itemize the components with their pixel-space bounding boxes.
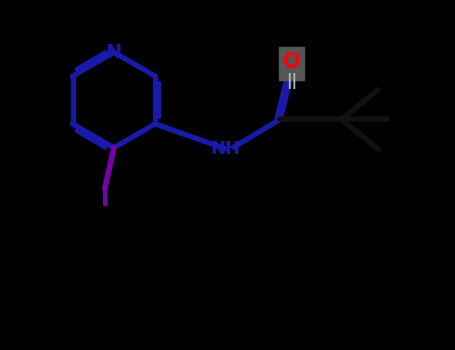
Bar (279, 47, 304, 80)
Text: O: O (283, 52, 300, 72)
Text: N: N (106, 43, 122, 62)
Text: ||: || (286, 73, 297, 89)
Text: I: I (101, 190, 109, 210)
Text: NH: NH (211, 140, 241, 158)
